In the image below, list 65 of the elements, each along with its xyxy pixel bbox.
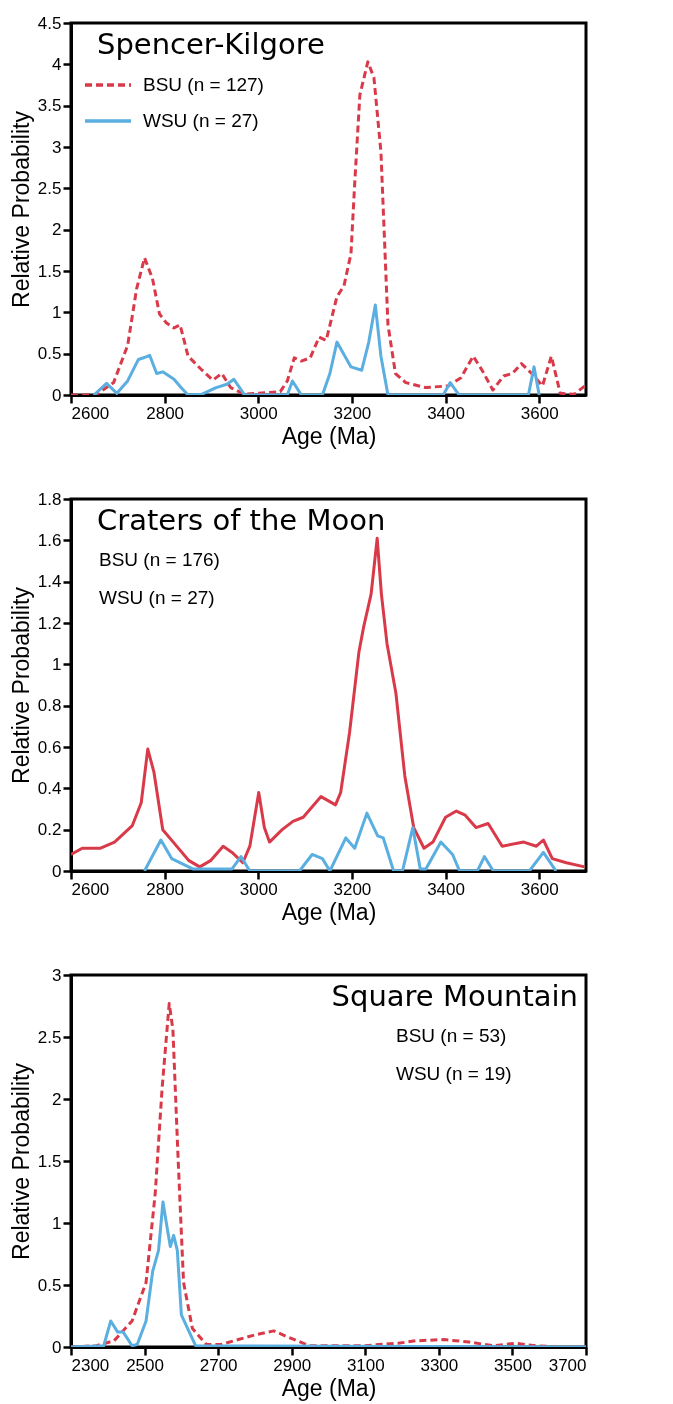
line-series [92, 303, 541, 395]
x-axis-title: Age (Ma) [281, 422, 377, 449]
x-tick-label: 3200 [333, 403, 372, 423]
x-tick-label: 2800 [146, 403, 185, 423]
y-axis-title: Relative Probability [7, 1062, 34, 1260]
x-tick-label: 3700 [548, 1355, 587, 1375]
y-tick-label: 1.6 [37, 530, 62, 550]
y-tick-label: 0.5 [37, 1275, 62, 1295]
line-series [143, 811, 558, 871]
chart-title: Spencer-Kilgore [97, 27, 325, 61]
y-tick-label: 1.8 [37, 489, 62, 509]
annotation: WSU (n = 27) [99, 587, 215, 608]
y-tick-label: 2.5 [37, 1027, 62, 1047]
y-tick-label: 1.4 [37, 572, 62, 592]
x-tick-label: 2900 [273, 1355, 312, 1375]
x-tick-label: 2600 [71, 403, 110, 423]
x-tick-label: 3500 [494, 1355, 532, 1375]
x-tick-label: 2800 [146, 879, 185, 899]
legend-label: BSU (n = 127) [143, 74, 264, 95]
x-tick-label: 3000 [239, 879, 278, 899]
x-axis-title: Age (Ma) [281, 898, 377, 925]
legend-label: WSU (n = 27) [143, 110, 259, 131]
y-tick-label: 1.5 [37, 261, 62, 281]
x-tick-label: 2600 [71, 879, 110, 899]
y-axis-title: Relative Probability [7, 586, 34, 784]
y-tick-label: 0 [52, 385, 62, 405]
y-tick-label: 0 [52, 861, 62, 881]
x-tick-label: 3000 [239, 403, 278, 423]
y-tick-label: 3 [52, 965, 62, 985]
y-tick-label: 1.5 [37, 1151, 62, 1171]
chart-title: Craters of the Moon [97, 503, 386, 537]
y-tick-label: 2.5 [37, 178, 62, 198]
annotation: WSU (n = 19) [396, 1063, 512, 1084]
x-axis-title: Age (Ma) [281, 1374, 377, 1401]
y-tick-label: 1 [52, 654, 62, 674]
x-tick-label: 2300 [71, 1355, 110, 1375]
y-tick-label: 2 [52, 1089, 62, 1109]
y-tick-label: 0.6 [37, 737, 62, 757]
y-tick-label: 4 [52, 54, 62, 74]
y-tick-label: 0.8 [37, 696, 62, 716]
x-tick-label: 3600 [520, 879, 559, 899]
y-tick-label: 2 [52, 220, 62, 240]
line-series [71, 536, 586, 869]
x-tick-label: 3600 [520, 403, 559, 423]
y-tick-label: 0.4 [37, 778, 62, 798]
y-tick-label: 0 [52, 1337, 62, 1357]
y-tick-label: 1 [52, 1213, 62, 1233]
y-tick-label: 4.5 [37, 13, 62, 33]
y-tick-label: 0.5 [37, 344, 62, 364]
y-axis-title: Relative Probability [7, 110, 34, 308]
x-tick-label: 2500 [126, 1355, 164, 1375]
annotation: BSU (n = 53) [396, 1025, 507, 1046]
y-tick-label: 3 [52, 137, 62, 157]
x-tick-label: 2700 [199, 1355, 238, 1375]
y-tick-label: 0.2 [37, 820, 62, 840]
y-tick-label: 3.5 [37, 96, 62, 116]
y-tick-label: 1.2 [37, 613, 62, 633]
x-tick-label: 3400 [427, 403, 465, 423]
x-tick-label: 3100 [346, 1355, 385, 1375]
chart-title: Square Mountain [331, 979, 578, 1013]
x-tick-label: 3200 [333, 879, 372, 899]
y-tick-label: 1 [52, 302, 62, 322]
x-tick-label: 3300 [420, 1355, 459, 1375]
annotation: BSU (n = 176) [99, 549, 220, 570]
x-tick-label: 3400 [427, 879, 465, 899]
